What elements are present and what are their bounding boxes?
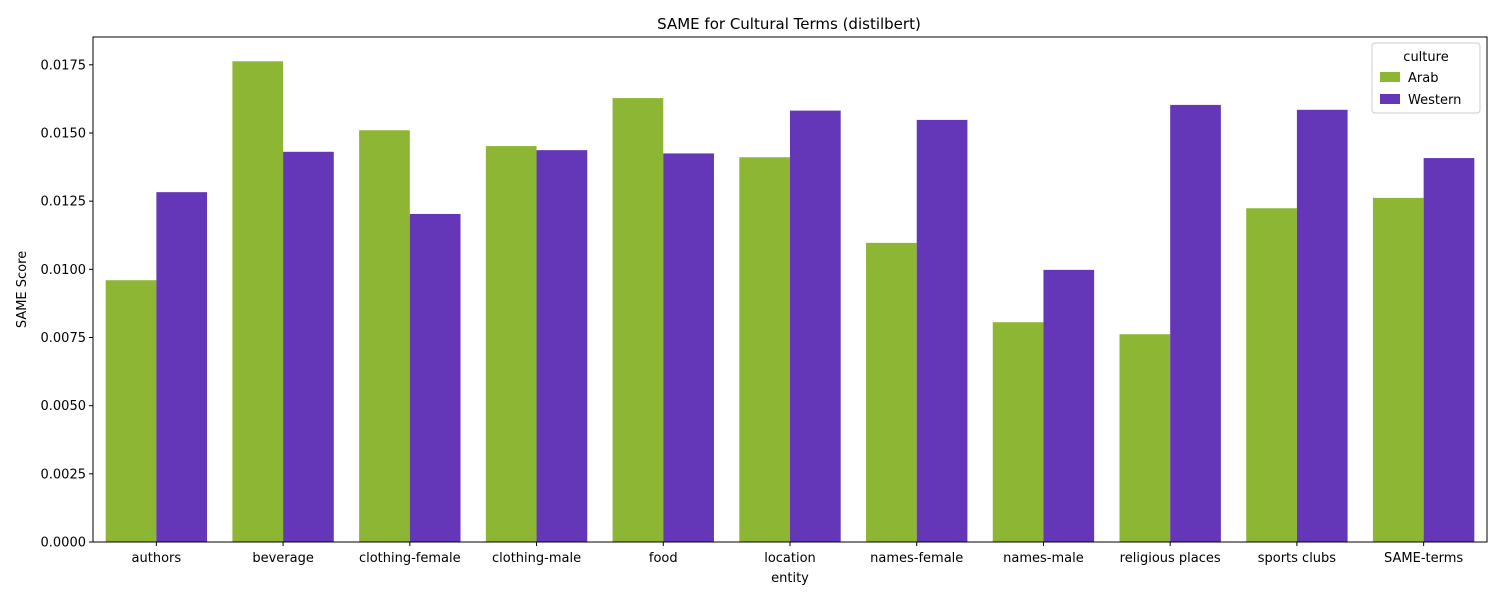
y-tick-label: 0.0175: [41, 58, 87, 73]
bar-arab-authors: [105, 280, 157, 542]
legend-label-western: Western: [1408, 93, 1461, 108]
bar-western-location: [790, 110, 841, 542]
legend-swatch-western: [1380, 94, 1400, 104]
chart-title: SAME for Cultural Terms (distilbert): [657, 15, 921, 33]
x-tick-label: food: [649, 551, 678, 566]
bar-western-beverage: [283, 151, 334, 542]
bar-arab-beverage: [232, 61, 284, 542]
bar-arab-religious-places: [1119, 334, 1171, 542]
y-tick-label: 0.0000: [41, 536, 87, 551]
bar-western-sports-clubs: [1296, 109, 1348, 542]
bars-group: [105, 61, 1475, 543]
x-tick-label: location: [764, 551, 816, 566]
legend-swatch-arab: [1380, 72, 1400, 82]
bar-western-names-male: [1043, 269, 1095, 542]
x-tick-label: names-male: [1003, 551, 1084, 566]
plot-frame: [92, 36, 1488, 543]
bar-arab-clothing-female: [359, 130, 410, 543]
y-tick-label: 0.0050: [41, 399, 87, 414]
x-tick-label: SAME-terms: [1384, 551, 1463, 566]
bar-western-food: [663, 153, 714, 542]
bar-western-authors: [156, 192, 208, 543]
bar-western-clothing-male: [536, 150, 588, 543]
bar-arab-same-terms: [1372, 197, 1424, 542]
bar-western-clothing-female: [409, 213, 461, 542]
x-tick-label: beverage: [252, 551, 314, 566]
legend: culture Arab Western: [1371, 42, 1481, 114]
x-tick-label: sports clubs: [1258, 551, 1337, 566]
y-axis-label: SAME Score: [15, 251, 30, 328]
legend-label-arab: Arab: [1408, 71, 1438, 86]
bar-western-names-female: [916, 119, 968, 542]
bar-arab-sports-clubs: [1246, 208, 1297, 543]
bar-western-religious-places: [1170, 104, 1221, 543]
bar-arab-food: [612, 98, 664, 543]
bar-arab-names-male: [992, 322, 1044, 542]
x-tick-label: names-female: [870, 551, 963, 566]
legend-title: culture: [1403, 50, 1448, 65]
x-tick-label: clothing-female: [359, 551, 461, 566]
y-tick-label: 0.0075: [41, 331, 87, 346]
y-axis-ticks: 0.0000 0.0025 0.0050 0.0075 0.0100 0.0125 0.01…: [41, 58, 93, 551]
x-tick-label: religious places: [1120, 551, 1221, 566]
x-axis-label: entity: [771, 571, 809, 586]
bar-arab-location: [739, 157, 790, 542]
x-tick-label: authors: [132, 551, 182, 566]
y-tick-label: 0.0025: [41, 467, 87, 482]
x-tick-label: clothing-male: [492, 551, 581, 566]
bar-western-same-terms: [1423, 158, 1475, 543]
y-tick-label: 0.0125: [41, 195, 87, 210]
bar-arab-clothing-male: [485, 146, 537, 542]
bar-arab-names-female: [866, 242, 917, 543]
x-axis-ticks: authors beverage clothing-female clothing-m…: [132, 542, 1463, 566]
y-tick-label: 0.0100: [41, 263, 87, 278]
y-tick-label: 0.0150: [41, 126, 87, 141]
